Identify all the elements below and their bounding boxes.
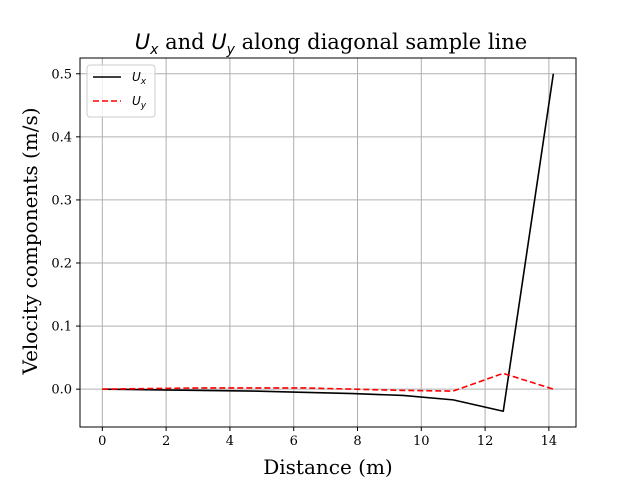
plot-series bbox=[102, 73, 555, 413]
x-tick-label: 14 bbox=[541, 434, 558, 449]
series-line-u-x bbox=[102, 73, 555, 413]
y-tick-label: 0.3 bbox=[51, 193, 72, 208]
x-axis-label: Distance (m) bbox=[263, 455, 393, 479]
x-tick-label: 12 bbox=[477, 434, 494, 449]
y-tick-label: 0.1 bbox=[51, 320, 72, 335]
chart-title: Ux and Uy along diagonal sample line bbox=[135, 30, 527, 58]
legend-label: Uy bbox=[132, 94, 147, 111]
legend: Ux Uy bbox=[86, 64, 156, 118]
y-tick-label: 0.5 bbox=[51, 67, 72, 82]
series-line-u-y bbox=[102, 372, 554, 392]
x-tick-label: 0 bbox=[98, 434, 106, 449]
y-tick-label: 0.2 bbox=[51, 257, 72, 272]
axes-frame bbox=[79, 57, 577, 428]
x-tick-label: 2 bbox=[162, 434, 170, 449]
y-tick-label: 0.0 bbox=[51, 383, 72, 398]
x-tick-label: 10 bbox=[413, 434, 430, 449]
x-tick-label: 6 bbox=[290, 434, 298, 449]
x-tick-label: 8 bbox=[353, 434, 361, 449]
legend-label: Ux bbox=[132, 70, 147, 87]
y-tick-label: 0.4 bbox=[51, 130, 72, 145]
y-axis-label: Velocity components (m/s) bbox=[18, 107, 42, 375]
legend-box bbox=[86, 64, 156, 118]
axis-ticks: 0 2 4 6 8 10 12 14 0.0 0.1 0.2 0.3 0.4 0.5 bbox=[51, 67, 557, 449]
x-tick-label: 4 bbox=[226, 434, 234, 449]
